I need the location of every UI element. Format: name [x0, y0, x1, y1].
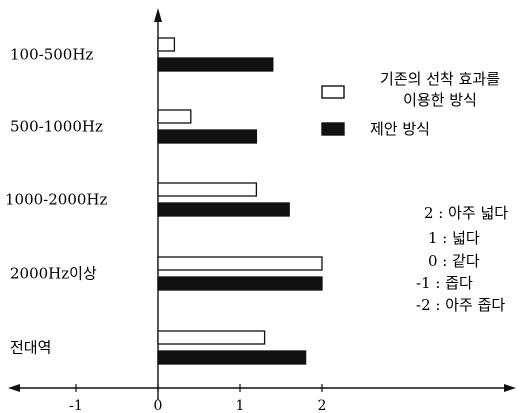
bar — [157, 330, 266, 345]
category-label: 전대역 — [10, 339, 51, 357]
x-tick-label: 2 — [318, 398, 327, 413]
bar — [157, 202, 290, 217]
legend-label: 기존의 선착 효과를 — [380, 70, 500, 88]
bar — [157, 182, 258, 197]
scale-legend-line: 0 : 같다 — [428, 252, 480, 270]
category-label: 2000Hz이상 — [10, 265, 97, 283]
y-axis-arrow-up — [154, 8, 162, 22]
category-label: 500-1000Hz — [10, 118, 103, 136]
category-label: 100-500Hz — [10, 46, 93, 64]
x-axis-arrow-left — [8, 384, 20, 392]
scale-legend-line: 1 : 넓다 — [428, 229, 480, 247]
bar — [157, 57, 274, 72]
category-label: 1000-2000Hz — [5, 191, 107, 209]
x-tick-label: 0 — [154, 398, 163, 413]
legend-label: 제안 방식 — [370, 120, 430, 138]
bar — [157, 276, 323, 291]
legend-swatch-filled — [321, 122, 345, 136]
bar — [157, 109, 192, 124]
legend-swatch-open — [321, 85, 345, 99]
scale-legend-line: 2 : 아주 넓다 — [424, 204, 508, 222]
scale-legend-line: -1 : 좁다 — [416, 274, 473, 292]
bar — [157, 350, 307, 365]
bar — [157, 256, 323, 271]
x-tick-label: 1 — [236, 398, 245, 413]
legend-label: 이용한 방식 — [403, 91, 477, 109]
bar — [157, 37, 176, 52]
bar — [157, 129, 258, 144]
x-tick-label: -1 — [69, 398, 83, 413]
x-axis-arrow-right — [504, 384, 516, 392]
scale-legend-line: -2 : 아주 좁다 — [416, 296, 505, 314]
